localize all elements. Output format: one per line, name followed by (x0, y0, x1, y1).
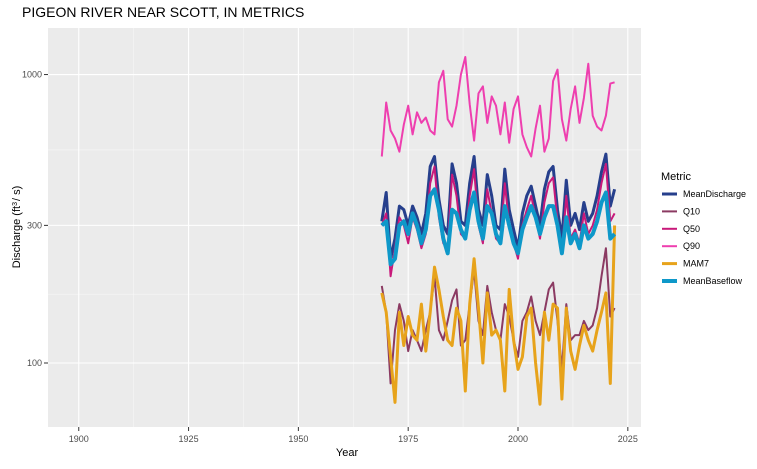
y-axis: 100 300 1000 (22, 70, 48, 368)
series-line-meandischarge (380, 152, 617, 261)
y-axis-title-superscript: 3 (12, 202, 19, 206)
x-tick-label: 2025 (618, 434, 638, 444)
legend-label-q10: Q10 (683, 206, 700, 216)
series-line-meanbaseflow (380, 187, 617, 267)
series-lines (380, 56, 617, 406)
legend-label-meanbaseflow: MeanBaseflow (683, 276, 743, 286)
x-tick-label: 1925 (179, 434, 199, 444)
y-tick-label: 1000 (22, 70, 42, 80)
legend: Metric MeanDischarge Q10 Q50 Q90 MAM7 MeanBas… (661, 171, 746, 289)
chart-title: PIGEON RIVER NEAR SCOTT, IN METRICS (22, 4, 304, 20)
x-axis: 1900 1925 1950 1975 2000 2025 (69, 427, 638, 444)
legend-label-mam7: MAM7 (683, 259, 709, 269)
y-axis-title: Discharge (ft3/ s) (11, 186, 23, 269)
y-axis-title-main: Discharge (ft (11, 206, 23, 268)
series-line-mam7 (380, 225, 617, 406)
x-tick-label: 1950 (288, 434, 308, 444)
legend-label-meandischarge: MeanDischarge (683, 189, 746, 199)
legend-label-q90: Q90 (683, 241, 700, 251)
y-axis-title-tail: / s) (11, 186, 23, 201)
legend-label-q50: Q50 (683, 224, 700, 234)
x-axis-title: Year (336, 447, 359, 459)
y-tick-label: 300 (27, 220, 42, 230)
x-tick-label: 1900 (69, 434, 89, 444)
x-tick-label: 2000 (508, 434, 528, 444)
x-tick-label: 1975 (398, 434, 418, 444)
legend-title: Metric (661, 171, 691, 183)
series-line-q90 (380, 56, 615, 158)
y-tick-label: 100 (27, 358, 42, 368)
